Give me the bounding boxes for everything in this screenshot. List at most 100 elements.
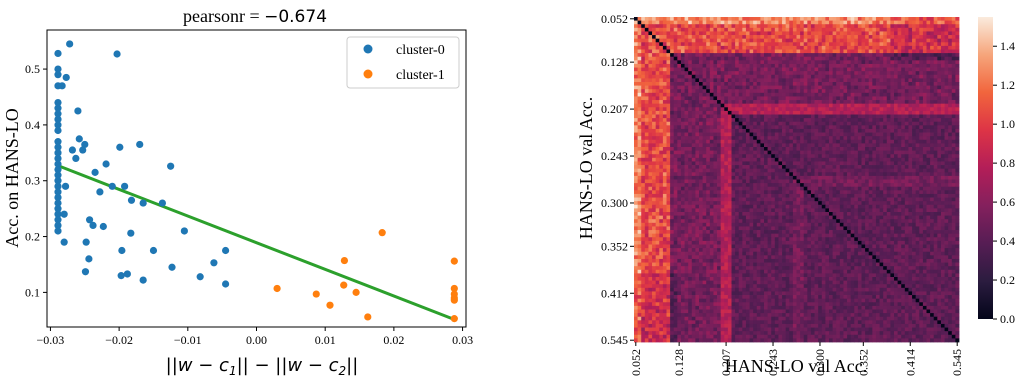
heatmap-cell [901,60,906,65]
heatmap-cell [807,175,812,180]
heatmap-cell [850,103,855,108]
heatmap-cell [886,42,891,47]
heatmap-cell [764,27,769,32]
heatmap-cell [673,27,678,32]
heatmap-cell [951,42,956,47]
heatmap-cell [745,128,750,133]
heatmap-cell [695,82,700,87]
heatmap-cell [810,175,815,180]
heatmap-cell [912,125,917,130]
heatmap-cell [760,193,765,198]
heatmap-cell [666,20,671,25]
heatmap-cell [821,175,826,180]
heatmap-cell [872,172,877,177]
heatmap-cell [774,100,779,105]
heatmap-cell [691,82,696,87]
heatmap-cell [782,31,787,36]
heatmap-cell [865,38,870,43]
heatmap-cell [767,190,772,195]
heatmap-cell [634,143,639,148]
heatmap-cell [717,136,722,141]
heatmap-cell [699,27,704,32]
heatmap-cell [717,24,722,29]
heatmap-cell [771,31,776,36]
heatmap-cell [695,107,700,112]
heatmap-cell [774,139,779,144]
heatmap-cell [644,56,649,61]
heatmap-cell [894,197,899,202]
heatmap-cell [749,20,754,25]
heatmap-cell [937,110,942,115]
heatmap-cell [800,35,805,40]
heatmap-cell [662,157,667,162]
heatmap-cell [839,82,844,87]
heatmap-cell [807,71,812,76]
heatmap-cell [850,74,855,79]
heatmap-cell [930,38,935,43]
heatmap-cell [944,197,949,202]
heatmap-cell [912,107,917,112]
heatmap-cell [644,143,649,148]
heatmap-cell [940,161,945,166]
heatmap-cell [839,165,844,170]
heatmap-cell [785,89,790,94]
heatmap-cell [724,208,729,213]
heatmap-cell [800,161,805,166]
heatmap-cell [662,24,667,29]
heatmap-cell [774,147,779,152]
heatmap-cell [652,197,657,202]
heatmap-cell [641,212,646,217]
heatmap-cell [937,183,942,188]
heatmap-cell [894,31,899,36]
heatmap-cell [825,143,830,148]
heatmap-cell [782,92,787,97]
heatmap-cell [735,161,740,166]
heatmap-cell [919,193,924,198]
heatmap-cell [684,103,689,108]
heatmap-cell [670,136,675,141]
heatmap-cell [839,154,844,159]
heatmap-cell [749,183,754,188]
heatmap-cell [713,38,718,43]
heatmap-cell [655,89,660,94]
heatmap-cell [720,71,725,76]
heatmap-cell [854,20,859,25]
heatmap-cell [720,85,725,90]
heatmap-cell [753,85,758,90]
heatmap-cell [926,78,931,83]
heatmap-cell [659,78,664,83]
heatmap-cell [825,42,830,47]
heatmap-cell [861,204,866,209]
heatmap-cell [771,139,776,144]
heatmap-cell [890,172,895,177]
heatmap-cell [818,82,823,87]
heatmap-cell [847,208,852,213]
heatmap-cell [727,154,732,159]
heatmap-cell [789,74,794,79]
heatmap-cell [919,186,924,191]
heatmap-cell [666,143,671,148]
heatmap-cell [760,201,765,206]
heatmap-cell [865,20,870,25]
heatmap-cell [872,118,877,123]
heatmap-cell [785,107,790,112]
heatmap-cell [908,136,913,141]
heatmap-cell [652,147,657,152]
heatmap-cell [847,147,852,152]
heatmap-cell [666,67,671,72]
heatmap-cell [691,143,696,148]
heatmap-cell [738,128,743,133]
heatmap-cell [720,96,725,101]
heatmap-cell [937,157,942,162]
heatmap-cell [673,92,678,97]
heatmap-cell [684,17,689,22]
heatmap-cell [897,147,902,152]
heatmap-cell [699,121,704,126]
heatmap-cell [948,38,953,43]
heatmap-cell [670,118,675,123]
heatmap-cell [937,96,942,101]
heatmap-cell [839,74,844,79]
heatmap-cell [641,128,646,133]
heatmap-cell [717,110,722,115]
heatmap-cell [912,183,917,188]
